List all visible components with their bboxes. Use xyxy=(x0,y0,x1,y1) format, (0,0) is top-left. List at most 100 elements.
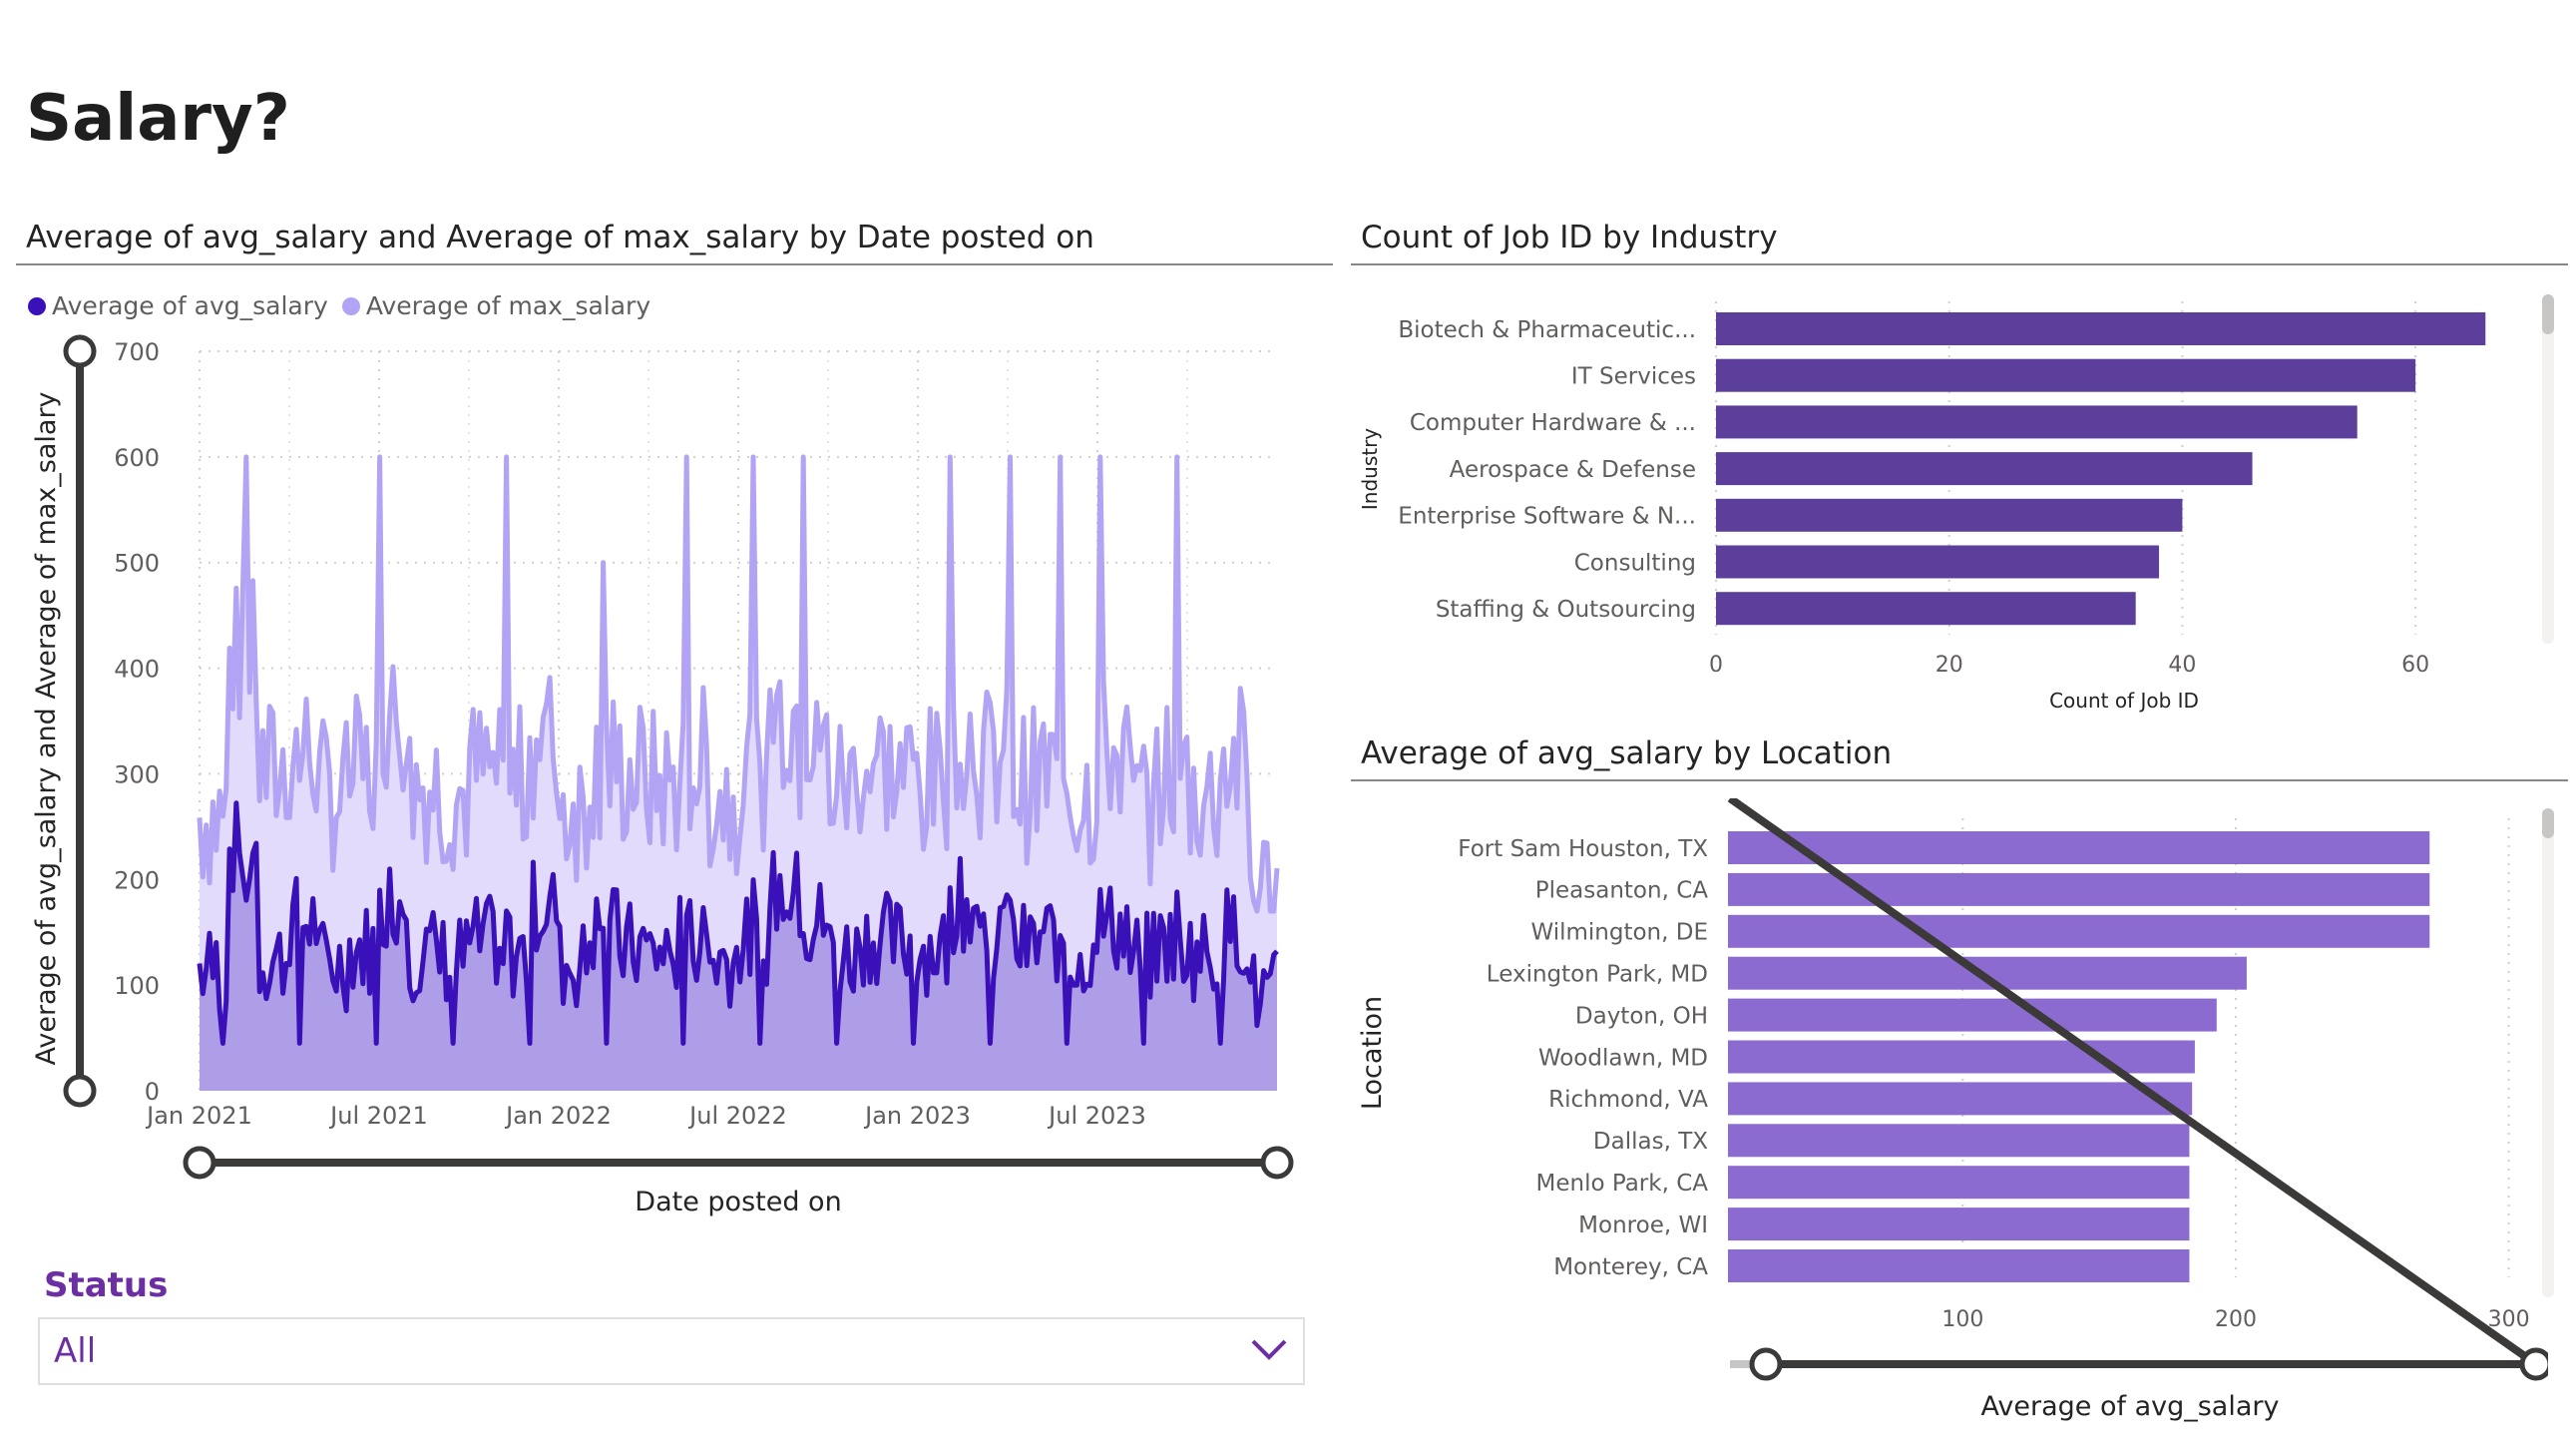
bar[interactable] xyxy=(1716,452,2253,486)
x-tick-label: 300 xyxy=(2488,1307,2530,1332)
bar[interactable] xyxy=(1716,498,2183,532)
bar[interactable] xyxy=(1728,872,2430,906)
legend-marker-avg-salary xyxy=(28,296,46,315)
legend-label-max-salary: Average of max_salary xyxy=(365,291,651,320)
industry-chart-scroll-thumb[interactable] xyxy=(2542,294,2554,334)
location-chart-bars xyxy=(1728,831,2430,1282)
location-chart-x-ticks: 100 200 300 xyxy=(1941,1307,2529,1332)
bar[interactable] xyxy=(1728,1082,2193,1116)
category-label: Dayton, OH xyxy=(1575,1003,1708,1029)
location-chart-title: Average of avg_salary by Location xyxy=(1361,735,1893,771)
bar[interactable] xyxy=(1728,1124,2190,1158)
y-tick-label: 100 xyxy=(114,972,160,1000)
x-tick-label: 100 xyxy=(1941,1307,1983,1332)
x-tick-label: 20 xyxy=(1935,653,1963,678)
category-label: Fort Sam Houston, TX xyxy=(1458,836,1708,862)
x-tick-label: Jul 2022 xyxy=(687,1102,787,1130)
industry-chart[interactable]: Industry Biotech & Pharmaceutic... IT Ser… xyxy=(1351,279,2548,719)
bar[interactable] xyxy=(1728,956,2247,990)
location-zoom-slider-track[interactable] xyxy=(1727,798,2539,1368)
industry-chart-y-axis-title: Industry xyxy=(1358,428,1382,510)
bar[interactable] xyxy=(1728,1040,2195,1074)
location-zoom-slider-right-handle[interactable] xyxy=(2519,1347,2548,1381)
industry-chart-scrollbar[interactable] xyxy=(2542,294,2554,644)
location-chart-title-rule xyxy=(1351,779,2568,781)
bar[interactable] xyxy=(1728,831,2430,864)
x-zoom-slider-right-handle[interactable] xyxy=(1260,1146,1294,1180)
location-chart-x-axis-title: Average of avg_salary xyxy=(1981,1391,2280,1422)
bar[interactable] xyxy=(1716,405,2358,439)
category-label: Woodlawn, MD xyxy=(1538,1045,1708,1071)
status-slicer-label: Status xyxy=(44,1265,169,1305)
location-zoom-slider-left-handle[interactable] xyxy=(1749,1347,1783,1381)
bar[interactable] xyxy=(1716,545,2160,579)
bar[interactable] xyxy=(1728,1208,2190,1241)
x-tick-label: Jan 2023 xyxy=(863,1102,971,1130)
category-label: IT Services xyxy=(1571,363,1696,389)
industry-chart-title: Count of Job ID by Industry xyxy=(1361,220,1778,255)
location-chart[interactable]: Location Fort Sam Houston, TX Pleasanton,… xyxy=(1351,798,2548,1437)
y-tick-label: 300 xyxy=(114,760,160,788)
max-salary-line xyxy=(197,454,1280,914)
industry-chart-title-rule xyxy=(1351,263,2568,265)
x-zoom-slider-left-handle[interactable] xyxy=(183,1146,216,1180)
category-label: Menlo Park, CA xyxy=(1536,1171,1709,1197)
y-tick-label: 600 xyxy=(114,444,160,472)
status-dropdown[interactable]: All xyxy=(38,1317,1305,1385)
category-label: Monterey, CA xyxy=(1553,1254,1708,1280)
line-chart-y-axis-title: Average of avg_salary and Average of max… xyxy=(31,391,62,1065)
bar[interactable] xyxy=(1728,1166,2190,1200)
category-label: Dallas, TX xyxy=(1593,1129,1708,1155)
line-chart[interactable]: Average of avg_salary and Average of max… xyxy=(0,319,1337,1237)
x-tick-label: 40 xyxy=(2168,653,2196,678)
x-tick-label: 60 xyxy=(2401,653,2429,678)
bar[interactable] xyxy=(1728,914,2430,948)
y-tick-label: 400 xyxy=(114,656,160,684)
category-label: Pleasanton, CA xyxy=(1535,878,1709,904)
legend-item-avg-salary[interactable]: Average of avg_salary xyxy=(28,291,328,320)
category-label: Enterprise Software & N... xyxy=(1398,504,1696,530)
bar[interactable] xyxy=(1716,592,2136,626)
chevron-down-icon[interactable] xyxy=(1249,1335,1289,1363)
y-tick-label: 0 xyxy=(145,1078,160,1106)
y-tick-label: 500 xyxy=(114,550,160,578)
category-label: Wilmington, DE xyxy=(1530,920,1708,946)
line-chart-x-ticks: Jan 2021 Jul 2021 Jan 2022 Jul 2022 Jan 2023… xyxy=(145,1102,1146,1130)
category-label: Lexington Park, MD xyxy=(1487,961,1708,987)
x-tick-label: Jul 2023 xyxy=(1047,1102,1146,1130)
industry-chart-x-axis-title: Count of Job ID xyxy=(2049,689,2199,713)
status-dropdown-value: All xyxy=(54,1331,97,1371)
bar[interactable] xyxy=(1728,998,2217,1032)
category-label: Monroe, WI xyxy=(1578,1212,1708,1238)
bar[interactable] xyxy=(1728,1249,2190,1282)
location-chart-scroll-thumb[interactable] xyxy=(2542,808,2554,838)
category-label: Staffing & Outsourcing xyxy=(1436,597,1696,623)
y-tick-label: 700 xyxy=(114,338,160,366)
industry-chart-bars xyxy=(1716,312,2486,626)
line-chart-series xyxy=(197,454,1280,1091)
bar[interactable] xyxy=(1716,358,2416,392)
category-label: Biotech & Pharmaceutic... xyxy=(1398,317,1696,343)
industry-chart-x-ticks: 0 20 40 60 xyxy=(1709,653,2429,678)
location-chart-scrollbar[interactable] xyxy=(2542,808,2554,1297)
y-zoom-slider-bottom-handle[interactable] xyxy=(63,1074,97,1108)
line-chart-title-rule xyxy=(16,263,1333,265)
avg-salary-area xyxy=(200,802,1277,1091)
y-zoom-slider-top-handle[interactable] xyxy=(63,334,97,368)
location-chart-category-labels: Fort Sam Houston, TX Pleasanton, CA Wilmin… xyxy=(1458,836,1708,1280)
y-tick-label: 200 xyxy=(114,866,160,894)
x-tick-label: 200 xyxy=(2215,1307,2257,1332)
line-chart-title: Average of avg_salary and Average of max… xyxy=(26,220,1094,255)
x-tick-label: Jan 2022 xyxy=(504,1102,612,1130)
x-tick-label: Jan 2021 xyxy=(145,1102,252,1130)
industry-chart-category-labels: Biotech & Pharmaceutic... IT Services Comp… xyxy=(1398,317,1696,623)
legend-marker-max-salary xyxy=(341,296,360,315)
bar[interactable] xyxy=(1716,312,2486,345)
x-tick-label: 0 xyxy=(1709,653,1723,678)
line-chart-x-axis-title: Date posted on xyxy=(635,1187,841,1217)
legend-item-max-salary[interactable]: Average of max_salary xyxy=(341,291,651,320)
page-title: Salary? xyxy=(26,82,290,156)
category-label: Aerospace & Defense xyxy=(1450,457,1696,483)
avg-salary-line xyxy=(197,800,1279,1046)
category-label: Richmond, VA xyxy=(1548,1087,1708,1113)
